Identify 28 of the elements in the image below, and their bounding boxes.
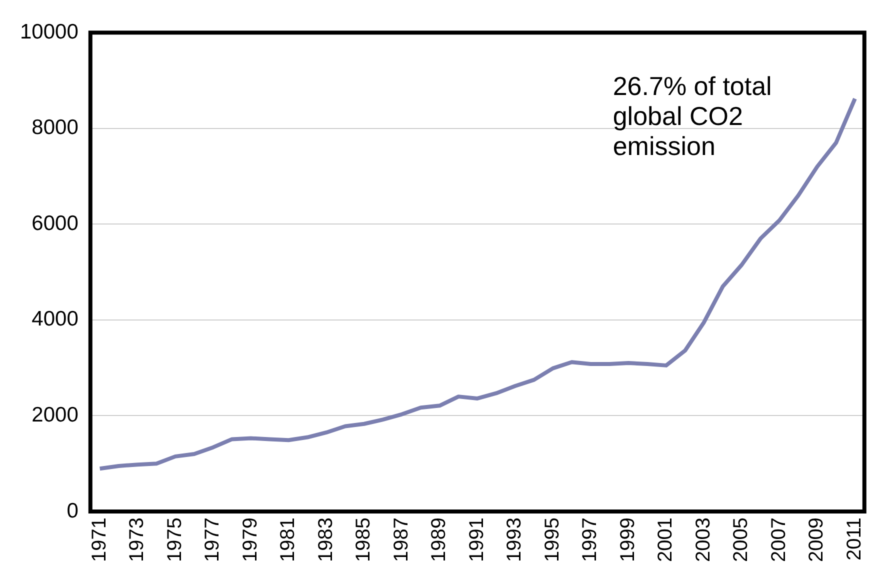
x-tick-label: 1995 [541,518,564,562]
x-tick-label: 1971 [88,518,110,562]
y-tick-label: 6000 [32,212,78,235]
x-tick-label: 2003 [692,518,714,562]
x-tick-label: 1997 [579,518,602,562]
y-tick-label: 8000 [32,116,78,140]
x-tick-label: 2005 [730,518,752,562]
x-tick-label: 1977 [202,518,224,562]
x-tick-label: 2001 [654,518,677,562]
x-tick-label: 1989 [428,518,450,562]
x-tick-label: 2007 [768,518,790,562]
x-tick-label: 1975 [164,518,186,562]
x-tick-label: 1981 [277,518,300,562]
x-tick-label: 2009 [806,518,828,562]
y-tick-label: 0 [66,499,78,522]
y-tick-label: 2000 [32,404,78,427]
x-tick-label: 1987 [390,518,412,562]
x-tick-label: 2011 [843,518,866,561]
x-tick-label: 1973 [126,518,148,562]
x-tick-label: 1983 [314,518,337,562]
y-tick-label: 10000 [20,20,78,44]
y-tick-label: 4000 [32,308,78,331]
x-tick-label: 1985 [352,518,375,562]
annotation: 26.7% of total global CO2 emission [612,70,772,161]
x-tick-label: 1999 [616,518,639,562]
x-tick-label: 1993 [504,518,526,562]
x-tick-label: 1991 [466,518,488,562]
x-tick-label: 1979 [239,518,262,562]
